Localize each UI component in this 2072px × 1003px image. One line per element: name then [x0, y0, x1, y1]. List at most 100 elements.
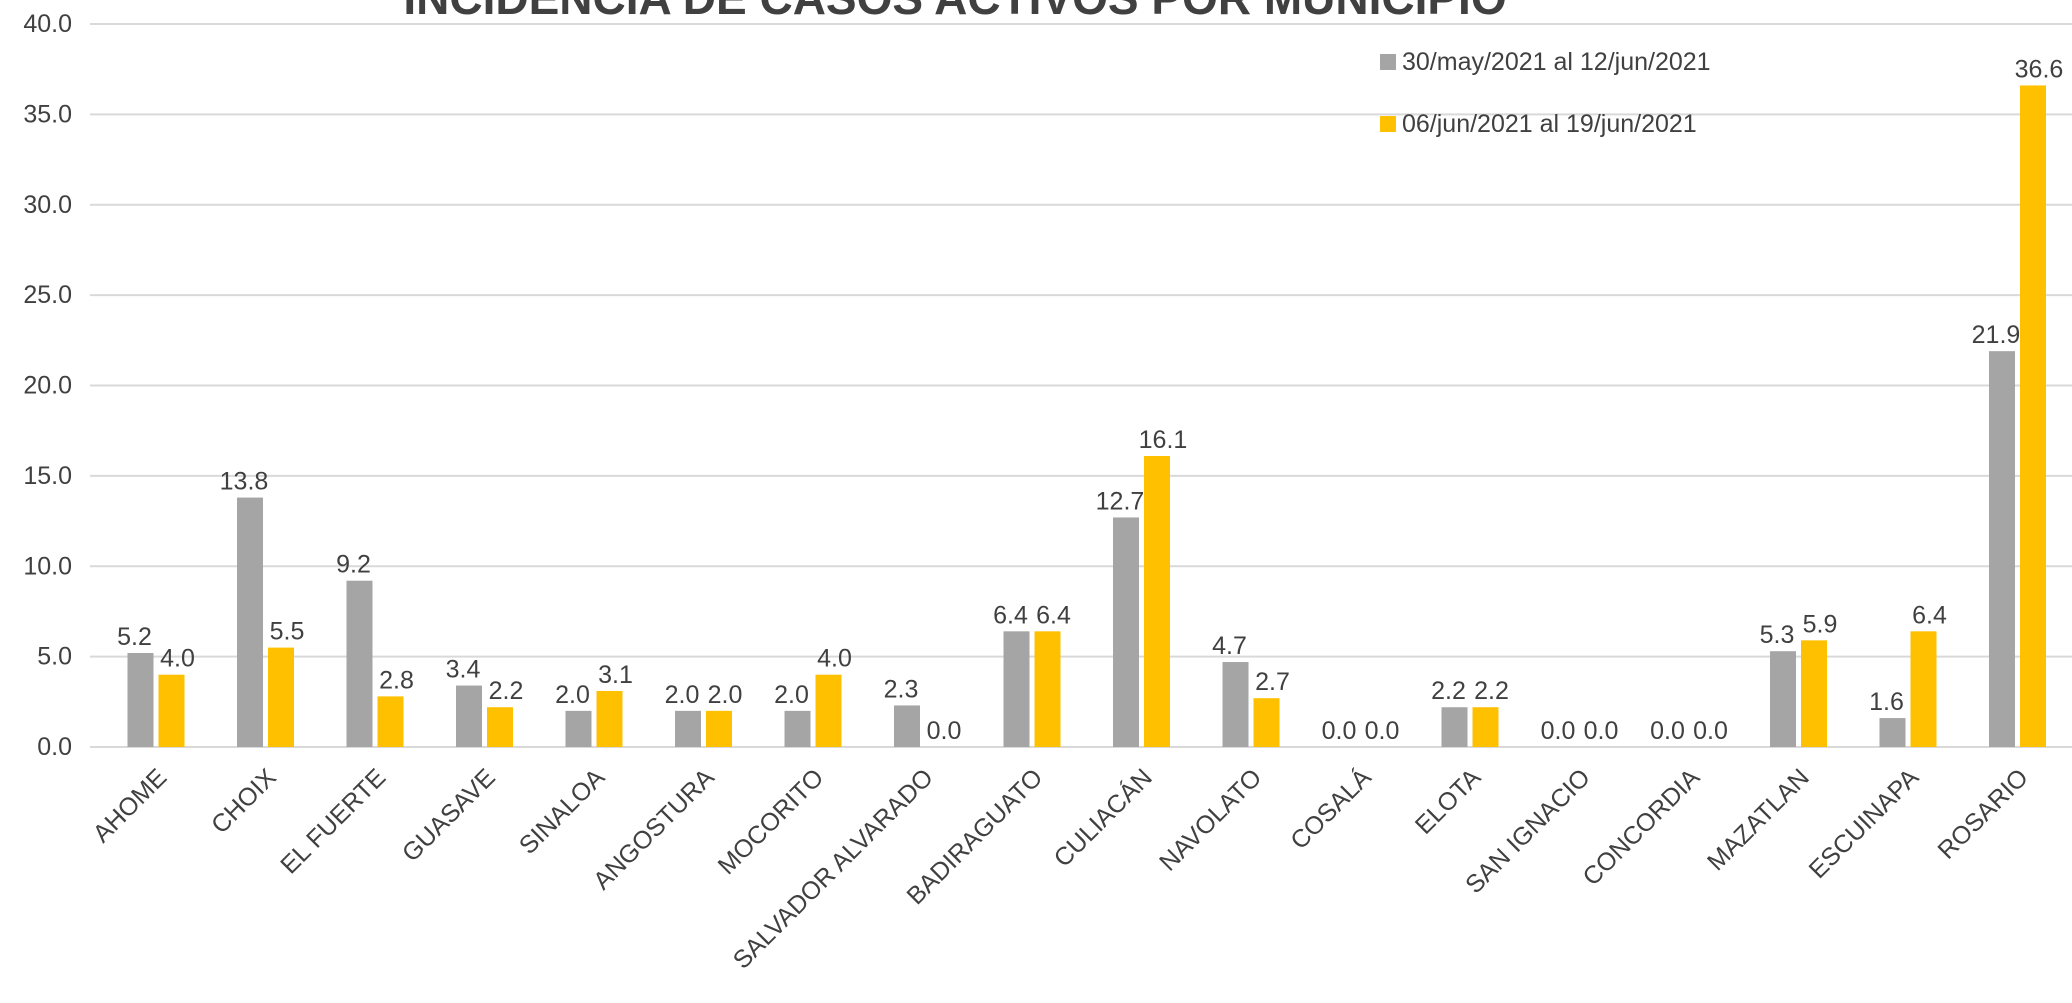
data-label: 1.6	[1869, 688, 1904, 716]
data-label: 2.8	[379, 666, 414, 694]
bar	[2020, 85, 2046, 747]
data-label: 2.0	[708, 681, 743, 709]
bar	[1989, 351, 2015, 747]
x-tick-label: CHOIX	[206, 763, 282, 839]
data-label: 5.2	[117, 623, 152, 651]
data-label: 2.3	[884, 675, 919, 703]
data-label: 6.4	[1036, 601, 1071, 629]
data-label: 3.1	[598, 661, 633, 689]
data-label: 0.0	[1322, 717, 1357, 745]
bar	[1472, 707, 1499, 747]
bar	[706, 710, 732, 747]
x-tick-label: MOCORITO	[713, 763, 830, 880]
data-label: 36.6	[2015, 55, 2064, 83]
bar	[815, 674, 842, 747]
data-label: 2.7	[1255, 668, 1290, 696]
legend: 30/may/2021 al 12/jun/2021 06/jun/2021 al…	[1380, 48, 1711, 138]
bar	[1222, 662, 1249, 747]
bar	[1770, 651, 1796, 747]
bar	[1113, 517, 1139, 747]
data-label: 5.3	[1760, 621, 1795, 649]
x-tick-label: SALVADOR ALVARADO	[728, 763, 939, 974]
data-label: 4.7	[1212, 632, 1247, 660]
bar	[784, 710, 811, 747]
bar	[456, 685, 482, 747]
y-tick-label: 25.0	[23, 281, 72, 309]
data-labels: 5.2 4.0 13.8 5.5 9.2 2.8 3.4 2.2 2.0 3.1 2.0 2.0 2.0…	[117, 55, 2063, 745]
data-label: 2.0	[774, 681, 809, 709]
data-label: 0.0	[927, 717, 962, 745]
x-tick-label: GUASAVE	[397, 763, 501, 867]
data-label: 16.1	[1139, 426, 1188, 454]
data-label: 21.9	[1972, 321, 2021, 349]
bar	[1144, 455, 1170, 747]
y-tick-label: 20.0	[23, 372, 72, 400]
bar	[346, 580, 373, 747]
x-tick-label: NAVOLATO	[1154, 763, 1267, 876]
data-label: 0.0	[1365, 717, 1400, 745]
y-tick-label: 15.0	[23, 462, 72, 490]
x-tick-label: ESCUINAPA	[1804, 763, 1925, 884]
bar	[127, 653, 154, 747]
data-label: 13.8	[220, 468, 269, 496]
data-label: 2.2	[489, 677, 524, 705]
bar	[377, 696, 404, 747]
bar	[158, 674, 185, 747]
y-tick-label: 30.0	[23, 191, 72, 219]
data-label: 2.2	[1431, 677, 1466, 705]
data-label: 5.9	[1803, 610, 1838, 638]
y-tick-label: 35.0	[23, 100, 72, 128]
chart-title: INCIDENCIA DE CASOS ACTIVOS POR MUNICIPI…	[403, 0, 1506, 24]
data-label: 0.0	[1541, 717, 1576, 745]
bar	[1910, 631, 1937, 747]
gridlines	[90, 23, 2072, 748]
bar	[1879, 718, 1906, 747]
x-tick-label: CULIACÁN	[1048, 763, 1158, 873]
bar	[237, 497, 263, 747]
bar	[596, 690, 623, 747]
bar	[487, 707, 513, 747]
x-tick-label: EL FUERTE	[275, 763, 391, 879]
x-tick-label: COSALÁ	[1285, 763, 1377, 855]
bar	[1034, 631, 1061, 747]
bar	[675, 710, 701, 747]
x-tick-label: CONCORDIA	[1577, 763, 1705, 891]
x-tick-label: SINALOA	[514, 763, 611, 860]
x-tick-label: ELOTA	[1410, 763, 1487, 840]
data-label: 2.0	[665, 681, 700, 709]
data-label: 4.0	[817, 645, 852, 673]
data-label: 0.0	[1584, 717, 1619, 745]
bar	[565, 710, 592, 747]
y-tick-label: 40.0	[23, 10, 72, 38]
y-tick-label: 5.0	[37, 643, 72, 671]
bar	[894, 705, 920, 747]
bar	[268, 647, 294, 747]
data-label: 4.0	[160, 645, 195, 673]
legend-swatch	[1380, 54, 1396, 70]
x-tick-label: MAZATLAN	[1702, 763, 1815, 876]
bar	[1441, 707, 1468, 747]
data-label: 3.4	[446, 656, 481, 684]
bars	[127, 85, 2046, 747]
data-label: 0.0	[1650, 717, 1685, 745]
y-tick-label: 0.0	[37, 733, 72, 761]
x-tick-label: AHOME	[88, 763, 173, 848]
data-label: 6.4	[993, 601, 1028, 629]
legend-swatch	[1380, 116, 1396, 132]
data-label: 12.7	[1096, 487, 1145, 515]
data-label: 9.2	[336, 551, 371, 579]
y-axis-ticks: 0.0 5.0 10.0 15.0 20.0 25.0 30.0 35.0 40.0	[23, 10, 72, 761]
x-tick-label: ROSARIO	[1932, 763, 2033, 864]
data-label: 2.0	[555, 681, 590, 709]
bar	[1253, 698, 1280, 747]
data-label: 2.2	[1474, 677, 1509, 705]
data-label: 5.5	[270, 618, 305, 646]
bar	[1003, 631, 1030, 747]
data-label: 0.0	[1693, 717, 1728, 745]
y-tick-label: 10.0	[23, 552, 72, 580]
legend-label: 06/jun/2021 al 19/jun/2021	[1402, 110, 1697, 138]
legend-label: 30/may/2021 al 12/jun/2021	[1402, 48, 1711, 76]
data-label: 6.4	[1912, 601, 1947, 629]
